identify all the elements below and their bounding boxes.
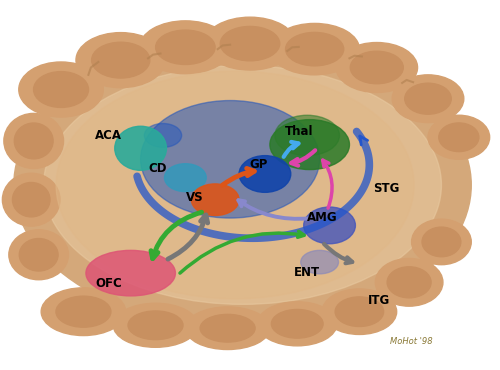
Ellipse shape <box>128 311 183 340</box>
Ellipse shape <box>164 164 206 192</box>
Ellipse shape <box>439 123 479 152</box>
Ellipse shape <box>19 62 103 117</box>
Ellipse shape <box>192 184 239 215</box>
Ellipse shape <box>422 227 461 257</box>
Ellipse shape <box>300 250 339 274</box>
Ellipse shape <box>2 173 60 226</box>
Text: CD: CD <box>149 162 168 175</box>
Ellipse shape <box>272 309 323 338</box>
Ellipse shape <box>4 113 64 168</box>
Ellipse shape <box>286 33 344 66</box>
Ellipse shape <box>270 23 360 75</box>
Ellipse shape <box>140 21 231 74</box>
Ellipse shape <box>76 33 166 88</box>
Ellipse shape <box>186 307 270 350</box>
Text: STG: STG <box>374 182 400 195</box>
Ellipse shape <box>200 314 255 342</box>
Ellipse shape <box>41 288 125 336</box>
Ellipse shape <box>144 124 182 147</box>
Text: ITG: ITG <box>368 294 390 307</box>
Ellipse shape <box>34 72 88 107</box>
Ellipse shape <box>322 289 396 334</box>
Ellipse shape <box>387 267 431 298</box>
Text: ENT: ENT <box>294 266 320 279</box>
Ellipse shape <box>156 30 215 64</box>
Ellipse shape <box>44 65 442 305</box>
Text: Thal: Thal <box>284 125 313 138</box>
Text: VS: VS <box>186 191 203 204</box>
Ellipse shape <box>12 182 50 217</box>
Ellipse shape <box>115 126 166 170</box>
Ellipse shape <box>114 303 198 347</box>
Ellipse shape <box>14 42 471 328</box>
Ellipse shape <box>258 302 337 346</box>
Ellipse shape <box>335 297 384 326</box>
Ellipse shape <box>428 115 490 159</box>
Ellipse shape <box>204 17 296 70</box>
Ellipse shape <box>140 101 320 218</box>
Text: ACA: ACA <box>95 129 122 142</box>
Ellipse shape <box>304 207 356 244</box>
Ellipse shape <box>376 258 443 306</box>
Ellipse shape <box>392 75 464 122</box>
Ellipse shape <box>404 83 452 114</box>
Ellipse shape <box>56 71 414 299</box>
Ellipse shape <box>412 219 472 265</box>
Ellipse shape <box>270 120 349 169</box>
Ellipse shape <box>350 51 404 84</box>
Ellipse shape <box>56 296 111 327</box>
Ellipse shape <box>275 115 340 156</box>
Ellipse shape <box>20 239 58 271</box>
Ellipse shape <box>239 156 291 192</box>
Ellipse shape <box>9 230 68 280</box>
Ellipse shape <box>336 43 417 92</box>
Text: GP: GP <box>250 158 268 171</box>
Text: MoHot '98: MoHot '98 <box>390 337 433 346</box>
Text: OFC: OFC <box>95 277 122 290</box>
Ellipse shape <box>220 26 280 61</box>
Text: AMG: AMG <box>307 211 338 224</box>
Ellipse shape <box>92 42 150 78</box>
Ellipse shape <box>14 123 53 159</box>
Ellipse shape <box>86 250 176 296</box>
